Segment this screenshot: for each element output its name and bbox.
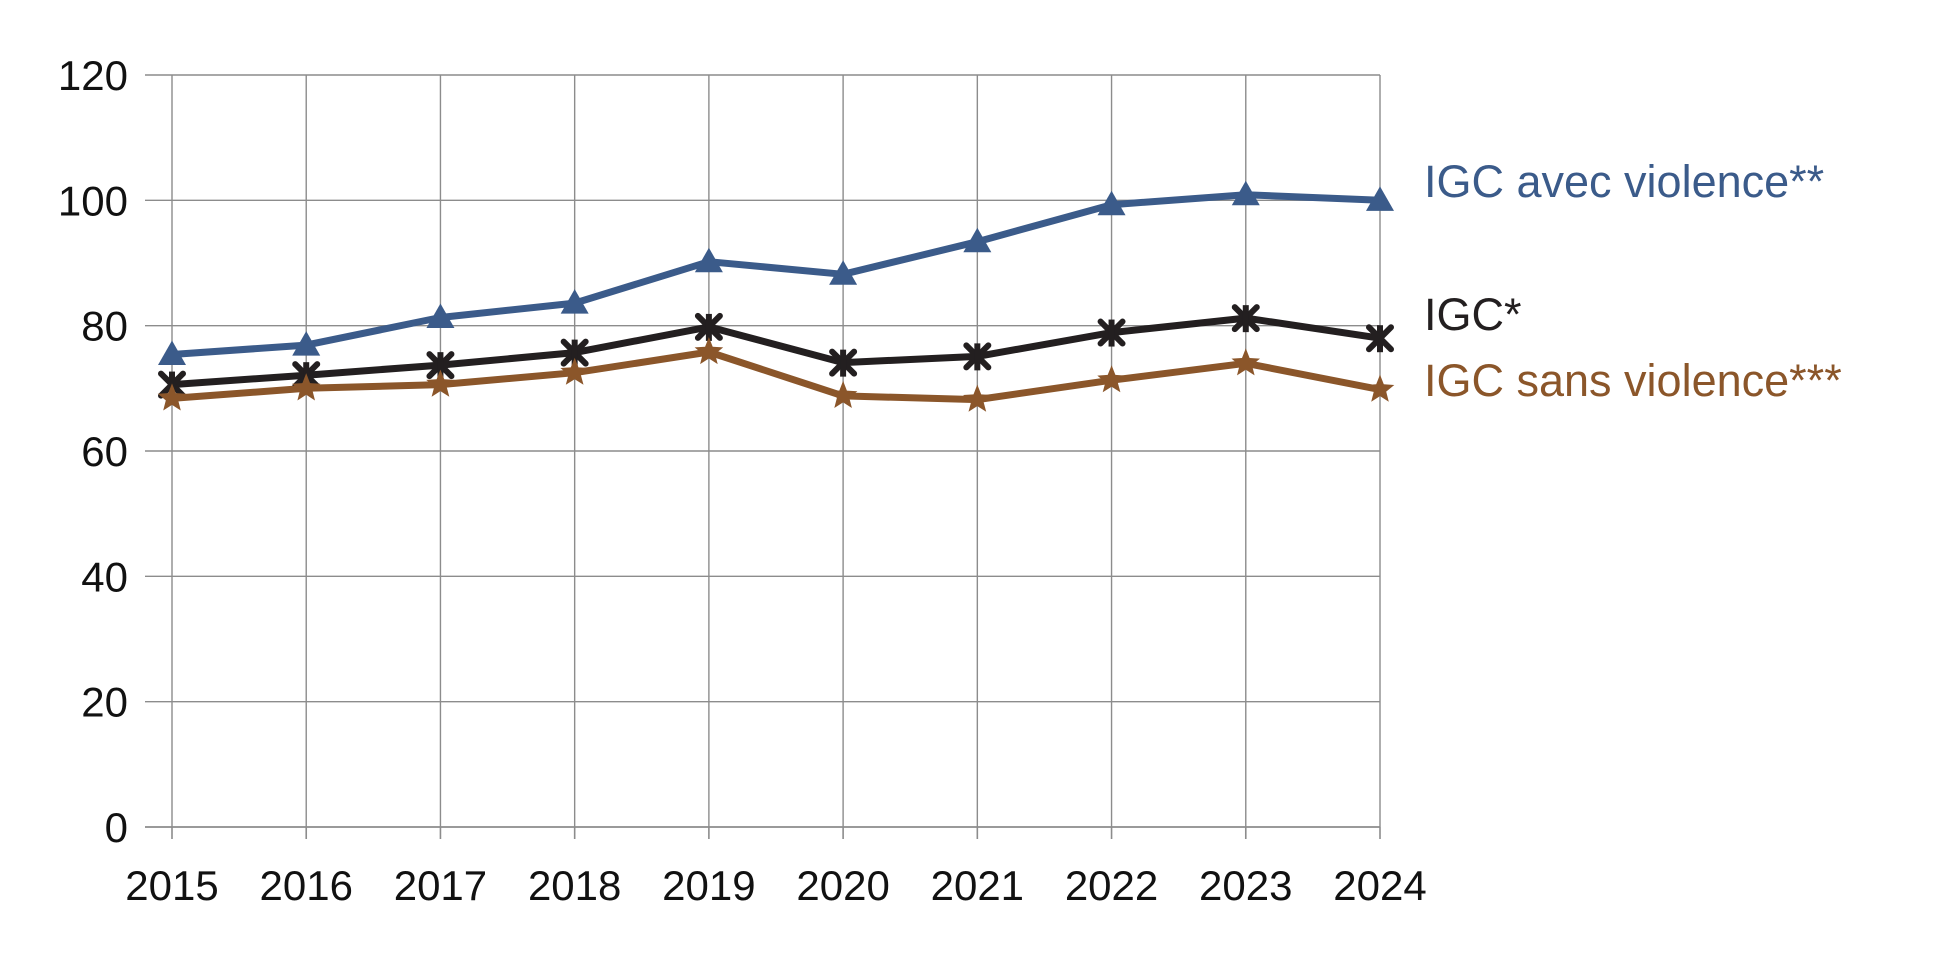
series-group [157, 180, 1395, 412]
data-point [963, 227, 992, 253]
data-point [1231, 180, 1260, 206]
data-point [1231, 304, 1260, 333]
y-axis-ticks: 0 20 40 60 80 100 120 [58, 52, 128, 851]
data-point [829, 260, 858, 285]
x-tick-label: 2019 [662, 862, 755, 909]
data-point [1097, 318, 1126, 347]
data-point [1097, 365, 1126, 393]
data-point [158, 340, 186, 365]
x-tick-label: 2017 [394, 862, 487, 909]
x-tick-label: 2021 [931, 862, 1024, 909]
x-axis-ticks: 2015 2016 2017 2018 2019 2020 2021 2022 2023 2024 [125, 862, 1426, 909]
series-line [168, 191, 1384, 358]
x-tick-label: 2018 [528, 862, 621, 909]
data-point [694, 337, 724, 365]
data-point [1366, 186, 1394, 211]
y-tick-label: 100 [58, 177, 128, 224]
series-3 [157, 337, 1395, 412]
data-point [694, 247, 723, 273]
data-point [426, 369, 455, 397]
y-tick-label: 0 [105, 804, 128, 851]
series-line [168, 314, 1384, 389]
data-point [560, 357, 589, 385]
x-tick-label: 2016 [260, 862, 353, 909]
y-tick-label: 80 [81, 303, 128, 350]
data-point [157, 383, 187, 411]
data-point [560, 289, 589, 314]
data-point [426, 303, 455, 329]
series-label: IGC sans violence*** [1424, 355, 1842, 406]
series-label: IGC* [1424, 289, 1522, 340]
grid [145, 74, 1381, 839]
series-line [168, 348, 1384, 404]
x-tick-label: 2024 [1333, 862, 1426, 909]
y-tick-label: 20 [81, 679, 128, 726]
data-point [1366, 324, 1394, 353]
data-point [963, 384, 992, 412]
x-tick-label: 2023 [1199, 862, 1292, 909]
series-1 [158, 180, 1394, 365]
data-point [963, 342, 992, 371]
y-tick-label: 40 [81, 553, 128, 600]
data-point [694, 312, 723, 341]
data-point [828, 380, 858, 408]
x-tick-label: 2015 [125, 862, 218, 909]
data-point [1097, 190, 1126, 216]
data-point [292, 373, 321, 401]
x-tick-label: 2022 [1065, 862, 1158, 909]
data-point [1365, 374, 1395, 402]
data-point [829, 348, 858, 377]
data-point [292, 331, 321, 356]
x-tick-label: 2020 [796, 862, 889, 909]
series-labels: IGC avec violence** IGC* IGC sans violence… [1424, 156, 1842, 406]
y-tick-label: 60 [81, 428, 128, 475]
series-label: IGC avec violence** [1424, 156, 1824, 207]
data-point [1231, 348, 1260, 376]
y-tick-label: 120 [58, 52, 128, 99]
